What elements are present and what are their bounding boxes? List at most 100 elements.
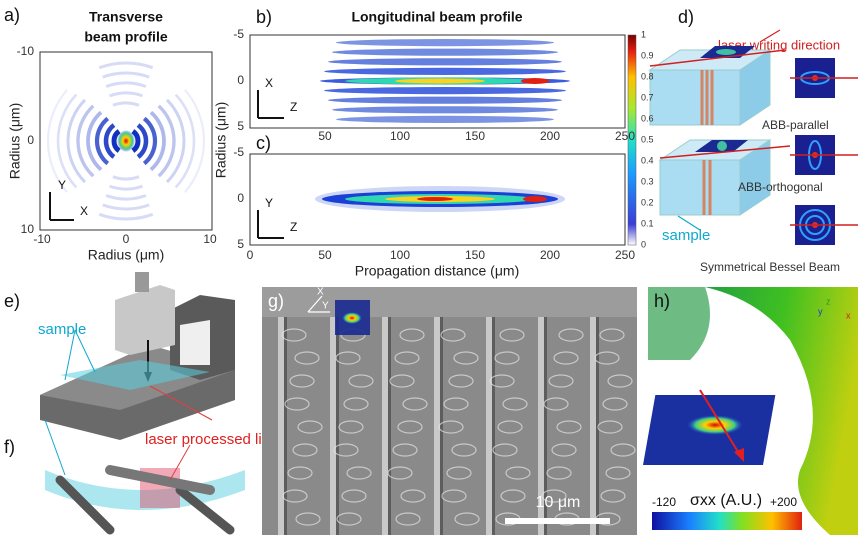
x-tick-label: 100 — [390, 248, 410, 262]
panel-title: Longitudinal beam profile — [351, 9, 522, 25]
axis-letter: Z — [290, 100, 297, 114]
y-tick-label: 10 — [21, 222, 35, 236]
x-axis-label: Radius (μm) — [88, 247, 165, 263]
panel-label: g) — [268, 291, 284, 311]
beam-core — [521, 78, 549, 84]
axis-letter: Z — [290, 220, 297, 234]
colorbar-tick-label: 0.4 — [641, 155, 654, 165]
x-tick-label: 250 — [615, 248, 635, 262]
colorbar-tick-label: 0.7 — [641, 92, 654, 102]
scale-bar — [505, 518, 610, 524]
beam-row — [336, 116, 554, 123]
x-tick-label: 0 — [247, 248, 254, 262]
scale-label: 10 μm — [536, 494, 581, 511]
sem-ridge — [330, 317, 336, 535]
axis-letter: Y — [322, 301, 329, 312]
beam-name: ABB-orthogonal — [738, 180, 823, 194]
colorbar-tick-label: 0.6 — [641, 113, 654, 123]
panel-title: beam profile — [84, 29, 167, 45]
sem-image — [262, 287, 637, 535]
axis-letter: x — [846, 310, 851, 320]
sem-ridge — [278, 317, 284, 535]
y-tick-label: -10 — [17, 44, 35, 58]
colorbar-tick-label: 0.2 — [641, 197, 654, 207]
beam-row — [324, 68, 566, 75]
y-tick-label: 0 — [237, 73, 244, 87]
beam-inset — [342, 312, 362, 324]
panel-label: d) — [678, 7, 694, 27]
axis-letter: Y — [265, 196, 273, 210]
beam-name: Symmetrical Bessel Beam — [700, 260, 840, 274]
beam-row — [328, 97, 562, 104]
axis-letter: X — [317, 287, 324, 298]
y-tick-label: 0 — [27, 133, 34, 147]
y-axis-label: Radius (μm) — [7, 103, 23, 180]
x-tick-label: 200 — [540, 248, 560, 262]
y-axis-label: Radius (μm) — [213, 102, 229, 179]
x-tick-label: 100 — [390, 129, 410, 143]
beam-core — [117, 130, 135, 152]
beam-row — [328, 58, 562, 65]
beam-name: ABB-parallel — [762, 118, 829, 132]
colorbar-quantity: σxx (A.U.) — [690, 492, 762, 509]
panel-label: e) — [4, 291, 20, 311]
colorbar-tick-label: 0.3 — [641, 176, 654, 186]
sem-ridge — [440, 317, 443, 535]
y-tick-label: 5 — [237, 237, 244, 251]
sem-ridge — [492, 317, 495, 535]
sem-ridge — [486, 317, 492, 535]
colorbar-tick-label: 0.9 — [641, 50, 654, 60]
colorbar-max: +200 — [770, 495, 797, 509]
beam-core — [417, 197, 453, 201]
beam-row — [332, 106, 558, 113]
beam-pattern — [315, 186, 565, 212]
axis-letter: y — [818, 306, 823, 316]
beam-row — [336, 39, 554, 46]
beam-pattern — [320, 39, 570, 123]
beam-inset — [687, 415, 743, 435]
x-tick-label: 200 — [540, 129, 560, 143]
colorbar-tick-label: 0.5 — [641, 134, 654, 144]
beam-core — [395, 79, 485, 84]
sem-ridge — [590, 317, 596, 535]
panel-label: a) — [4, 5, 20, 25]
colorbar — [652, 512, 802, 530]
annotation: sample — [38, 321, 86, 338]
y-tick-label: -5 — [233, 27, 244, 41]
panel-label: f) — [4, 437, 15, 457]
x-tick-label: 150 — [465, 129, 485, 143]
y-tick-label: 5 — [237, 119, 244, 133]
colorbar-tick-label: 1 — [641, 29, 646, 39]
axis-letter: X — [80, 204, 88, 218]
panel-label: c) — [256, 133, 271, 153]
annotation: laser processed line — [145, 431, 278, 448]
x-tick-label: 250 — [615, 129, 635, 143]
colorbar-tick-label: 0.8 — [641, 71, 654, 81]
x-tick-label: 0 — [123, 232, 130, 246]
annotation: sample — [662, 227, 710, 244]
panel-title: Transverse — [89, 9, 163, 25]
panel-label: b) — [256, 7, 272, 27]
colorbar-tick-label: 0.1 — [641, 218, 654, 228]
x-tick-label: 10 — [203, 232, 217, 246]
sem-ridge — [388, 317, 391, 535]
sem-ridge — [284, 317, 287, 535]
y-tick-label: 0 — [237, 191, 244, 205]
axis-letter: Y — [58, 178, 66, 192]
x-tick-label: 50 — [318, 248, 332, 262]
bessel-pattern — [790, 205, 858, 245]
x-axis-label: Propagation distance (μm) — [355, 263, 519, 279]
figure: a) Transverse beam profile Y X Radius (μ… — [0, 0, 858, 540]
beam-row — [324, 87, 566, 94]
sem-ridge — [382, 317, 388, 535]
panel-label: h) — [654, 291, 670, 311]
colorbar-tick-label: 0 — [641, 239, 646, 249]
beam-row — [332, 49, 558, 56]
y-tick-label: -5 — [233, 145, 244, 159]
beam-core — [523, 196, 547, 202]
x-tick-label: 50 — [318, 129, 332, 143]
machine-drawing — [40, 272, 235, 440]
x-tick-label: -10 — [33, 232, 51, 246]
axis-letter: z — [826, 296, 831, 306]
x-tick-label: 150 — [465, 248, 485, 262]
